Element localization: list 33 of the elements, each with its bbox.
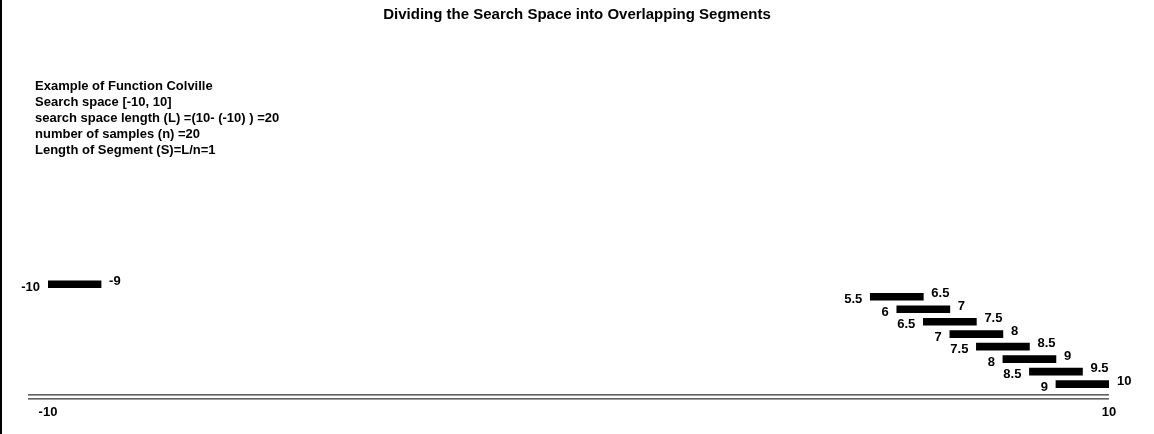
data-label: 7 — [957, 297, 966, 313]
data-label: -9 — [109, 272, 121, 288]
text: number of samples (n) =20 — [35, 126, 202, 142]
data-label: 9 — [1063, 347, 1072, 363]
text: Example of Function Colville — [35, 78, 214, 94]
bar — [896, 305, 951, 314]
annotation: 5.5 — [844, 291, 863, 307]
data-label: 8.5 — [1037, 335, 1056, 351]
bar — [1055, 380, 1109, 388]
annotation: 8 — [987, 353, 995, 369]
data-label: 10 — [1117, 372, 1132, 388]
annotation: 7 — [934, 328, 942, 344]
annotation: 8.5 — [1003, 366, 1022, 382]
bar — [48, 280, 102, 289]
bar — [923, 317, 977, 326]
bar — [976, 342, 1030, 351]
data-label: 9.5 — [1090, 360, 1109, 376]
annotation: 9 — [1040, 378, 1048, 394]
annotation: 6.5 — [897, 316, 916, 332]
data-label: 6.5 — [931, 285, 950, 301]
bar — [1002, 355, 1057, 364]
text: search space length (L) =(10- (-10) ) =20 — [35, 110, 280, 126]
bar — [1029, 367, 1083, 376]
text: Length of Segment (S)=L/n=1 — [35, 142, 217, 158]
bar — [949, 330, 1004, 339]
bar — [869, 292, 924, 301]
text: Search space [-10, 10] — [35, 94, 173, 110]
data-label: 8 — [1010, 322, 1019, 338]
annotation: 7.5 — [950, 341, 969, 357]
annotation: -10 — [21, 278, 40, 294]
annotation: 6 — [881, 303, 889, 319]
data-label: 7.5 — [984, 310, 1003, 326]
chart-title: Dividing the Search Space into Overlapping Segments — [382, 4, 772, 23]
